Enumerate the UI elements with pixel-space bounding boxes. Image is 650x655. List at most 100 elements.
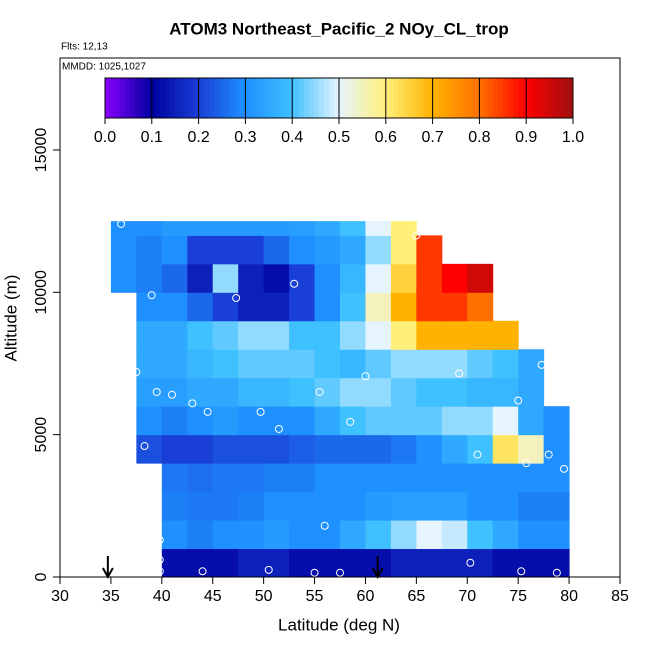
y-tick-label: 0 xyxy=(33,572,50,581)
heatmap-cell xyxy=(263,320,290,350)
heatmap-cell xyxy=(390,221,417,236)
heatmap-cell xyxy=(518,491,545,521)
heatmap-cell xyxy=(518,548,545,578)
heatmap-cell xyxy=(390,463,417,493)
heatmap-cell xyxy=(238,320,265,350)
x-tick-label: 30 xyxy=(51,588,69,605)
heatmap-cell xyxy=(492,548,519,578)
heatmap-cell xyxy=(289,263,316,293)
heatmap-cell xyxy=(467,320,494,350)
heatmap-cell xyxy=(467,349,494,379)
colorbar-segment xyxy=(254,78,260,118)
y-tick-label: 5000 xyxy=(33,417,50,453)
colorbar-segment xyxy=(189,78,196,118)
heatmap-cell xyxy=(238,292,265,322)
heatmap-cell xyxy=(365,263,392,293)
heatmap-cell xyxy=(340,221,366,236)
heatmap-cell xyxy=(263,434,290,464)
colorbar-segment xyxy=(513,78,519,118)
heatmap-cell xyxy=(212,491,239,521)
flight-point xyxy=(147,291,156,300)
colorbar-segment xyxy=(334,78,340,118)
colorbar-segment xyxy=(518,78,524,118)
colorbar-tick-label: 0.1 xyxy=(141,129,163,146)
heatmap-cell xyxy=(136,292,163,322)
flight-point xyxy=(188,399,197,408)
heatmap-cell xyxy=(238,520,265,550)
heatmap-cell xyxy=(467,263,494,293)
heatmap-cell xyxy=(238,235,265,265)
colorbar-segment xyxy=(114,78,121,118)
heatmap-cell xyxy=(492,491,519,521)
flight-point xyxy=(264,565,273,574)
heatmap-cell xyxy=(543,491,570,521)
heatmap-cell xyxy=(340,463,366,493)
heatmap-cell xyxy=(518,377,545,407)
colorbar-segment xyxy=(358,78,365,118)
plot-frame xyxy=(59,57,621,578)
flight-point xyxy=(290,279,299,288)
colorbar-segment xyxy=(179,78,186,118)
colorbar-segment xyxy=(234,78,240,118)
heatmap-cell xyxy=(289,463,316,493)
heatmap-cell xyxy=(161,406,188,436)
heatmap-cell xyxy=(161,221,188,236)
heatmap-cell xyxy=(212,520,239,550)
heatmap-cell xyxy=(263,235,290,265)
colorbar-segment xyxy=(343,78,350,118)
heatmap-cell xyxy=(365,463,392,493)
colorbar-segment xyxy=(443,78,450,118)
colorbar-segment xyxy=(294,78,300,118)
heatmap-cell xyxy=(390,548,417,578)
heatmap-cell xyxy=(187,463,214,493)
heatmap-cell xyxy=(314,349,341,379)
heatmap-cell xyxy=(238,377,265,407)
heatmap-cell xyxy=(467,292,494,322)
colorbar-segment xyxy=(548,78,554,118)
flight-point xyxy=(155,555,164,564)
heatmap-cell xyxy=(365,520,392,550)
heatmap-cell xyxy=(365,406,392,436)
heatmap-cell xyxy=(314,263,341,293)
y-tick-label: 10000 xyxy=(33,270,50,315)
colorbar-segment xyxy=(388,78,395,118)
colorbar-segment xyxy=(348,78,355,118)
colorbar-segment xyxy=(493,78,499,118)
x-tick-label: 35 xyxy=(102,588,120,605)
colorbar-segment xyxy=(508,78,514,118)
heatmap-cell xyxy=(161,292,188,322)
heatmap-cell xyxy=(212,263,239,293)
heatmap-cell xyxy=(518,463,545,493)
heatmap-cell xyxy=(263,377,290,407)
colorbar-segment xyxy=(393,78,400,118)
flight-point xyxy=(560,464,568,473)
heatmap-cell xyxy=(365,434,392,464)
heatmap-cell xyxy=(518,520,545,550)
colorbar-segment xyxy=(224,78,230,118)
heatmap-cell xyxy=(161,491,188,521)
heatmap-cell xyxy=(161,235,188,265)
heatmap-cell xyxy=(289,491,316,521)
heatmap-cell xyxy=(136,320,163,350)
colorbar-segment xyxy=(184,78,191,118)
colorbar-tick-label: 0.0 xyxy=(94,129,116,146)
colorbar-segment xyxy=(199,78,206,118)
colorbar-segment xyxy=(478,78,484,118)
colorbar-segment xyxy=(319,78,325,118)
heatmap-cell xyxy=(187,235,214,265)
colorbar-segment xyxy=(194,78,201,118)
heatmap-cell xyxy=(492,463,519,493)
heatmap-cell xyxy=(136,377,163,407)
heatmap-cell xyxy=(416,349,443,379)
flight-point xyxy=(320,521,329,530)
colorbar-segment xyxy=(329,78,335,118)
x-tick-label: 60 xyxy=(357,588,375,605)
heatmap-cell xyxy=(543,520,570,550)
colorbar-segment xyxy=(284,78,290,118)
heatmap-cell xyxy=(314,491,341,521)
flight-point xyxy=(152,387,161,396)
heatmap-cell xyxy=(390,235,417,265)
flight-point xyxy=(552,568,561,577)
heatmap-cell xyxy=(289,292,316,322)
